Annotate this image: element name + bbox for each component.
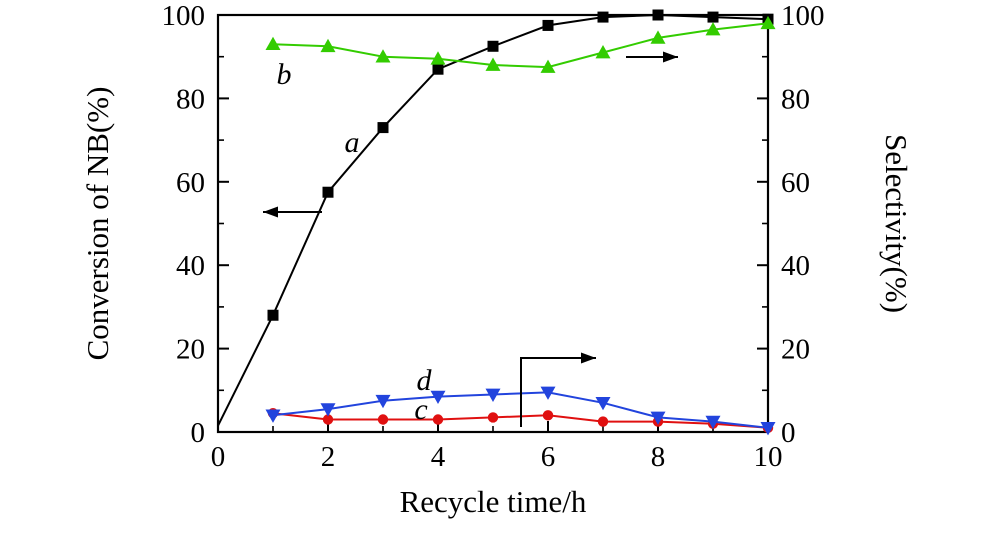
y-tick-label-left: 100 bbox=[162, 0, 206, 32]
arrow-cd-to-right-axis bbox=[520, 357, 596, 427]
y-tick-label-right: 20 bbox=[781, 334, 810, 366]
y-tick-label-left: 80 bbox=[176, 83, 205, 115]
series-b-marker bbox=[430, 51, 446, 65]
series-a-marker bbox=[377, 122, 389, 134]
series-a-marker bbox=[542, 19, 554, 31]
curve-label-b: b bbox=[277, 58, 292, 91]
series-d-marker bbox=[705, 415, 721, 430]
series-a-marker bbox=[487, 40, 499, 52]
series-b-marker bbox=[485, 57, 501, 71]
series-a-marker bbox=[652, 9, 664, 21]
series-d-marker bbox=[320, 403, 336, 417]
y-tick-label-right: 100 bbox=[781, 0, 825, 32]
series-d-marker bbox=[595, 397, 611, 411]
curve-label-d: d bbox=[417, 364, 433, 397]
series-d-marker bbox=[430, 390, 446, 405]
series-c-marker bbox=[487, 412, 499, 423]
series-a-marker bbox=[707, 11, 719, 23]
y-axis-title-right: Selectivity(%) bbox=[879, 134, 914, 313]
y-tick-label-right: 40 bbox=[781, 250, 810, 282]
y-tick-label-left: 40 bbox=[176, 250, 205, 282]
series-b-marker bbox=[760, 15, 776, 30]
arrow-b-to-right-axis-head bbox=[663, 51, 678, 63]
y-tick-label-right: 60 bbox=[781, 167, 810, 199]
arrow-cd-to-right-axis-head bbox=[581, 352, 596, 364]
y-axis-title-left: Conversion of NB(%) bbox=[80, 87, 115, 361]
series-a-marker bbox=[267, 309, 279, 321]
series-b-marker bbox=[375, 49, 391, 63]
series-c-marker bbox=[432, 414, 444, 425]
series-d-marker bbox=[540, 386, 556, 400]
series-b-line bbox=[272, 22, 769, 69]
y-tick-label-right: 80 bbox=[781, 83, 810, 115]
x-tick-label: 0 bbox=[211, 441, 226, 473]
series-b-marker bbox=[595, 45, 611, 59]
y-tick-label-left: 20 bbox=[176, 334, 205, 366]
curve-label-a: a bbox=[345, 126, 360, 159]
y-tick-label-right: 0 bbox=[781, 417, 796, 449]
y-tick-label-left: 60 bbox=[176, 167, 205, 199]
series-d-marker bbox=[375, 394, 391, 409]
x-tick-label: 4 bbox=[431, 441, 446, 473]
series-b-marker bbox=[705, 22, 721, 36]
x-tick-label: 6 bbox=[541, 441, 556, 473]
series-d-marker bbox=[485, 388, 501, 402]
series-b-marker bbox=[265, 36, 281, 50]
series-a-marker bbox=[597, 11, 609, 23]
series-d-marker bbox=[650, 411, 666, 425]
y-tick-label-left: 0 bbox=[191, 417, 206, 449]
plot-border bbox=[216, 13, 770, 434]
series-c-marker bbox=[322, 414, 334, 425]
series-b-marker bbox=[540, 59, 556, 73]
x-tick-label: 2 bbox=[321, 441, 336, 473]
x-tick-label: 10 bbox=[754, 441, 783, 473]
x-axis-title: Recycle time/h bbox=[400, 484, 587, 519]
series-a-marker bbox=[432, 63, 444, 75]
series-d-marker bbox=[760, 422, 776, 436]
series-b-marker bbox=[650, 30, 666, 44]
series-a-marker bbox=[322, 186, 334, 198]
series-a-line bbox=[217, 13, 769, 427]
curve-label-c: c bbox=[414, 393, 427, 426]
series-b-marker bbox=[320, 38, 336, 53]
series-c-marker bbox=[542, 410, 554, 421]
series-c-marker bbox=[597, 416, 609, 427]
series-c-marker bbox=[377, 414, 389, 425]
x-tick-label: 8 bbox=[651, 441, 666, 473]
arrow-a-to-left-axis-head bbox=[263, 206, 278, 218]
series-d-marker bbox=[265, 409, 281, 423]
